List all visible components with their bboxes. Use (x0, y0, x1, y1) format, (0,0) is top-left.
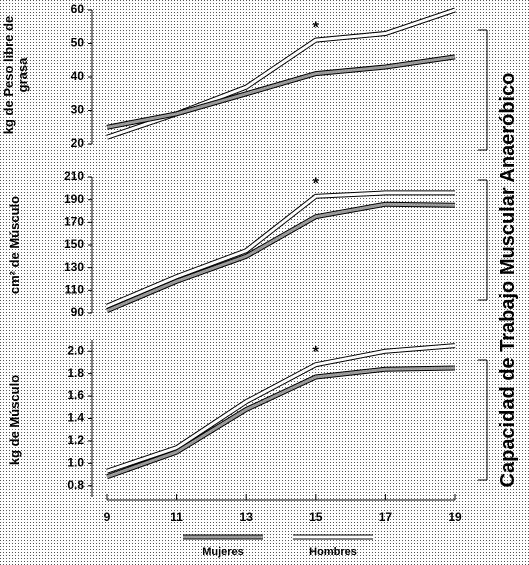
y-tick-label: 1.4 (67, 411, 84, 425)
y-tick-label: 2.0 (67, 343, 84, 357)
y-tick-label: 90 (71, 305, 85, 319)
y-tick-label: 0.8 (67, 478, 84, 492)
x-tick-label: 15 (309, 510, 323, 524)
y-tick-label: 190 (64, 192, 84, 206)
y-tick-label: 1.0 (67, 456, 84, 470)
annotation: * (313, 344, 320, 361)
y-tick-label: 30 (71, 103, 85, 117)
x-tick-label: 11 (170, 510, 183, 524)
line (106, 191, 455, 308)
y-axis-label: cm² de Músculo (7, 195, 22, 295)
y-tick-label: 1.6 (67, 388, 84, 402)
y-tick-label: 20 (71, 136, 85, 150)
line (106, 202, 456, 313)
legend-label: Hombres (309, 546, 357, 558)
y-tick-label: 60 (71, 2, 85, 16)
line (106, 344, 456, 473)
annotation: * (313, 175, 320, 192)
line (106, 55, 456, 129)
y-tick-label: 210 (64, 169, 84, 183)
x-tick-label: 19 (448, 510, 462, 524)
side-label: Capacidad de Trabajo Muscular Anaeróbico (497, 72, 519, 488)
y-tick-label: 150 (64, 237, 84, 251)
legend-label: Mujeres (202, 546, 244, 558)
y-axis-label: kg de Músculo (7, 374, 22, 466)
x-tick-label: 17 (379, 510, 393, 524)
line (106, 366, 456, 479)
y-tick-label: 170 (64, 215, 84, 229)
y-tick-label: 130 (64, 260, 84, 274)
y-tick-label: 1.8 (67, 366, 84, 380)
y-tick-label: 40 (71, 69, 85, 83)
x-tick-label: 9 (104, 510, 111, 524)
y-tick-label: 110 (65, 283, 85, 297)
y-tick-label: 1.2 (67, 433, 84, 447)
bracket (478, 29, 488, 481)
x-tick-label: 13 (240, 510, 254, 524)
annotation: * (313, 19, 320, 36)
y-tick-label: 50 (71, 36, 85, 50)
y-axis-label: kg de Peso libre de grasa (1, 15, 30, 135)
